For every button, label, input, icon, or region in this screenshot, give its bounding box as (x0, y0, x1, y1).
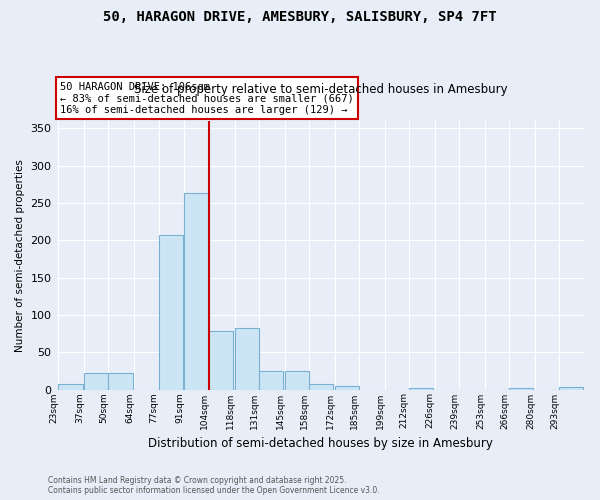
Bar (58, 384, 83, 390)
Bar (85, 373, 109, 390)
Bar (209, 332, 233, 390)
Bar (184, 193, 209, 390)
Bar (409, 388, 433, 390)
X-axis label: Distribution of semi-detached houses by size in Amesbury: Distribution of semi-detached houses by … (148, 437, 493, 450)
Bar (235, 328, 259, 390)
Text: 50, HARAGON DRIVE, AMESBURY, SALISBURY, SP4 7FT: 50, HARAGON DRIVE, AMESBURY, SALISBURY, … (103, 10, 497, 24)
Text: Contains HM Land Registry data © Crown copyright and database right 2025.
Contai: Contains HM Land Registry data © Crown c… (48, 476, 380, 495)
Y-axis label: Number of semi-detached properties: Number of semi-detached properties (15, 158, 25, 352)
Bar (509, 388, 533, 390)
Bar (284, 371, 309, 390)
Bar (309, 384, 333, 390)
Bar (158, 235, 182, 390)
Bar (559, 388, 583, 390)
Bar (109, 373, 133, 390)
Text: 50 HARAGON DRIVE: 106sqm
← 83% of semi-detached houses are smaller (667)
16% of : 50 HARAGON DRIVE: 106sqm ← 83% of semi-d… (60, 82, 354, 115)
Title: Size of property relative to semi-detached houses in Amesbury: Size of property relative to semi-detach… (134, 83, 508, 96)
Bar (259, 371, 283, 390)
Bar (335, 386, 359, 390)
